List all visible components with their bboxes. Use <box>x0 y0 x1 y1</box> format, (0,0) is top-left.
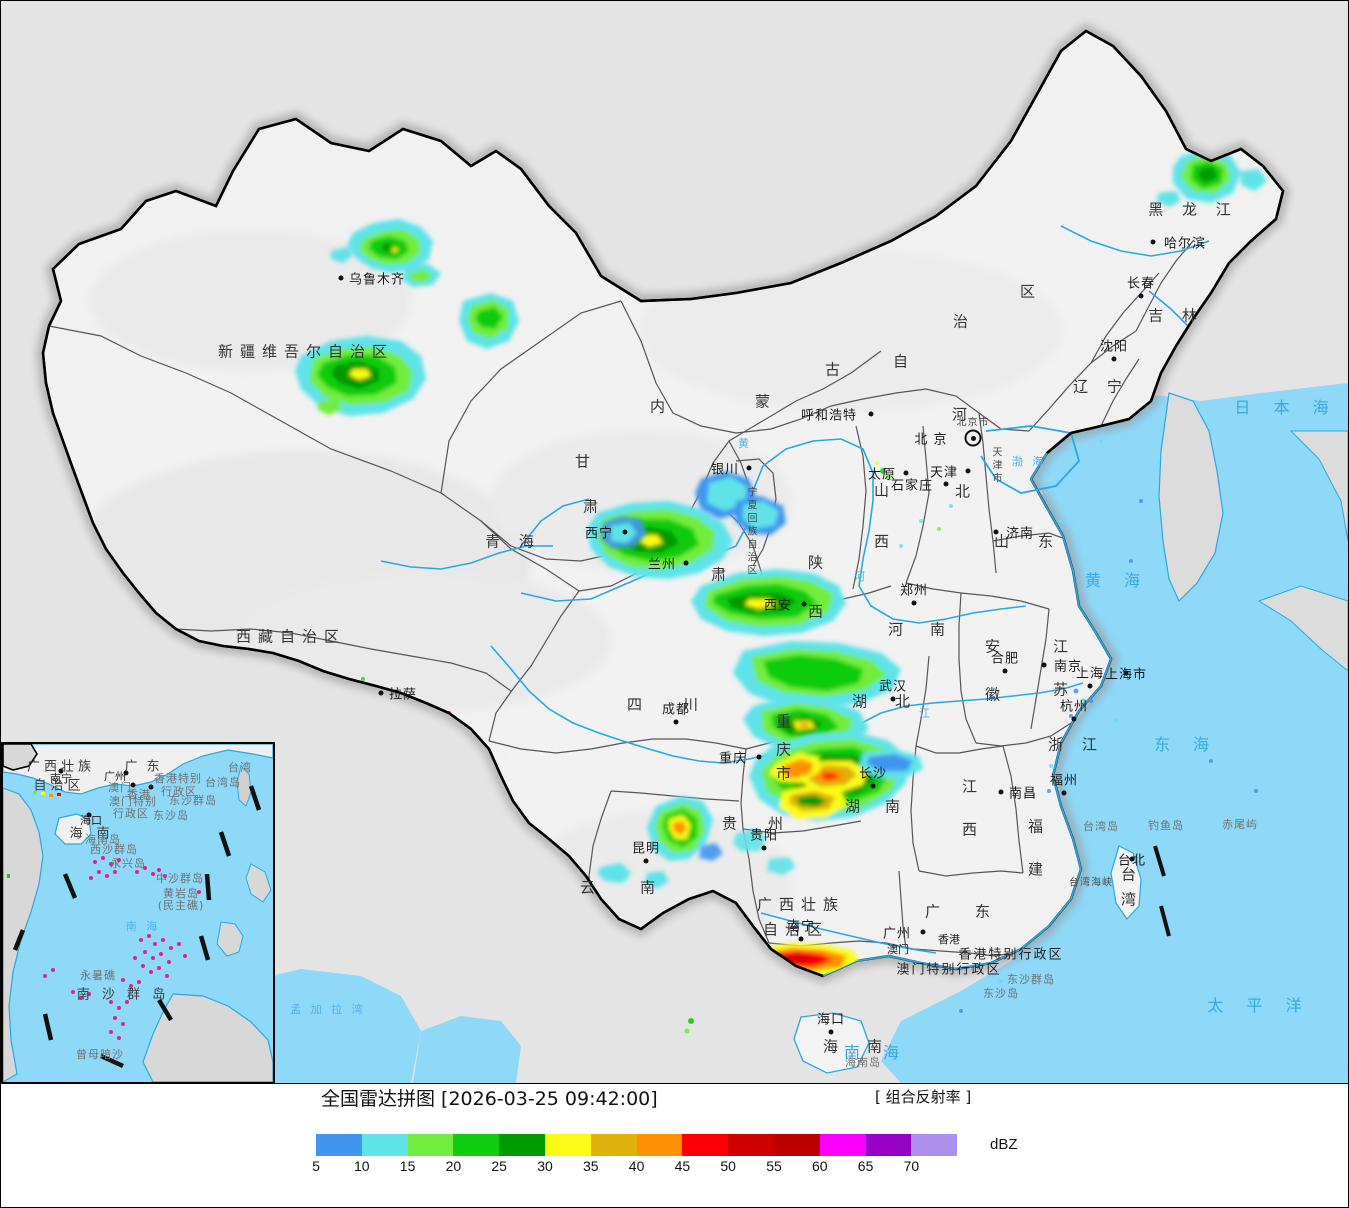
city-marker <box>1041 662 1047 668</box>
radar-echo-layer <box>295 149 1267 975</box>
city-marker <box>1071 716 1077 722</box>
colorbar-swatch-50[interactable] <box>728 1134 774 1156</box>
city-marker <box>943 481 949 487</box>
city-marker <box>761 845 767 851</box>
colorbar-swatch-10[interactable] <box>361 1134 408 1156</box>
colorbar-swatch-40[interactable] <box>636 1134 683 1156</box>
capital-marker <box>964 429 982 447</box>
city-marker <box>998 789 1004 795</box>
city-marker <box>965 468 971 474</box>
city-marker <box>993 529 999 535</box>
city-marker <box>1087 683 1093 689</box>
china-radar-map[interactable]: 广西壮族 自治区广东南宁 广州 澳门 香港 香港特别 行政区 澳门特别 行政区 台湾岛 台湾 东沙群岛… <box>0 0 1349 1084</box>
city-marker <box>1138 293 1144 299</box>
colorbar-tick-5: 5 <box>312 1158 320 1174</box>
sea-clutter <box>684 439 1258 1034</box>
colorbar-swatch-60[interactable] <box>819 1134 866 1156</box>
inset-city-marker-1 <box>123 770 129 776</box>
city-marker <box>890 696 896 702</box>
city-marker <box>622 529 628 535</box>
claim-line-segments <box>1153 845 1171 937</box>
inset-city-marker-0 <box>58 768 64 774</box>
city-marker <box>903 470 909 476</box>
city-marker <box>1061 790 1067 796</box>
colorbar-tick-labels: 5 10 15 20 25 30 35 40 45 50 55 60 65 70 <box>310 1158 1010 1178</box>
inset-city-marker-2 <box>130 782 136 788</box>
colorbar-swatch-65[interactable] <box>865 1134 912 1156</box>
product-title: 全国雷达拼图 [2026-03-25 09:42:00] <box>321 1088 658 1110</box>
colorbar-swatch-5[interactable] <box>316 1134 362 1156</box>
colorbar-swatch-70[interactable] <box>911 1134 958 1156</box>
city-marker <box>338 275 344 281</box>
inset-city-marker-3 <box>148 784 154 790</box>
colorbar-swatch-15[interactable] <box>407 1134 454 1156</box>
city-marker <box>1129 856 1135 862</box>
colorbar-tick-65: 65 <box>857 1158 874 1174</box>
city-marker <box>746 465 752 471</box>
city-marker <box>798 936 804 942</box>
city-marker <box>643 858 649 864</box>
national-border-southwest <box>41 325 824 978</box>
dbz-colorbar[interactable] <box>316 1134 958 1156</box>
city-marker <box>1111 356 1117 362</box>
city-marker <box>1123 670 1129 676</box>
colorbar-tick-50: 50 <box>720 1158 736 1174</box>
colorbar-tick-40: 40 <box>628 1158 645 1174</box>
city-marker <box>868 411 874 417</box>
city-marker <box>828 1029 834 1035</box>
colorbar-tick-15: 15 <box>399 1158 416 1174</box>
national-border-north <box>47 29 1285 454</box>
colorbar-swatch-30[interactable] <box>544 1134 591 1156</box>
colorbar-units-label: dBZ <box>990 1136 1018 1153</box>
city-marker <box>920 929 926 935</box>
colorbar-tick-60: 60 <box>812 1158 828 1174</box>
city-marker <box>870 783 876 789</box>
colorbar-tick-25: 25 <box>491 1158 507 1174</box>
colorbar-tick-55: 55 <box>766 1158 782 1174</box>
colorbar-tick-45: 45 <box>674 1158 691 1174</box>
city-marker <box>756 754 762 760</box>
colorbar-swatch-25[interactable] <box>499 1134 545 1156</box>
colorbar-swatch-35[interactable] <box>590 1134 637 1156</box>
colorbar-tick-70: 70 <box>903 1158 920 1174</box>
colorbar-tick-20: 20 <box>445 1158 462 1174</box>
city-marker <box>673 719 679 725</box>
city-marker <box>378 690 384 696</box>
colorbar-swatch-45[interactable] <box>682 1134 729 1156</box>
inset-graphics <box>3 744 273 1082</box>
inset-city-marker-4 <box>86 812 92 818</box>
colorbar-tick-30: 30 <box>537 1158 553 1174</box>
colorbar-tick-10: 10 <box>354 1158 370 1174</box>
colorbar-tick-35: 35 <box>583 1158 599 1174</box>
colorbar-swatch-20[interactable] <box>453 1134 500 1156</box>
south-china-sea-inset[interactable]: 广西壮族 自治区广东南宁 广州 澳门 香港 香港特别 行政区 澳门特别 行政区 台湾岛 台湾 东沙群岛… <box>1 742 275 1083</box>
city-marker <box>1150 239 1156 245</box>
city-marker <box>801 601 807 607</box>
city-marker <box>683 560 689 566</box>
city-marker <box>1002 668 1008 674</box>
city-marker <box>911 600 917 606</box>
colorbar-swatch-55[interactable] <box>773 1134 820 1156</box>
product-type-label: [ 组合反射率 ] <box>875 1088 972 1106</box>
